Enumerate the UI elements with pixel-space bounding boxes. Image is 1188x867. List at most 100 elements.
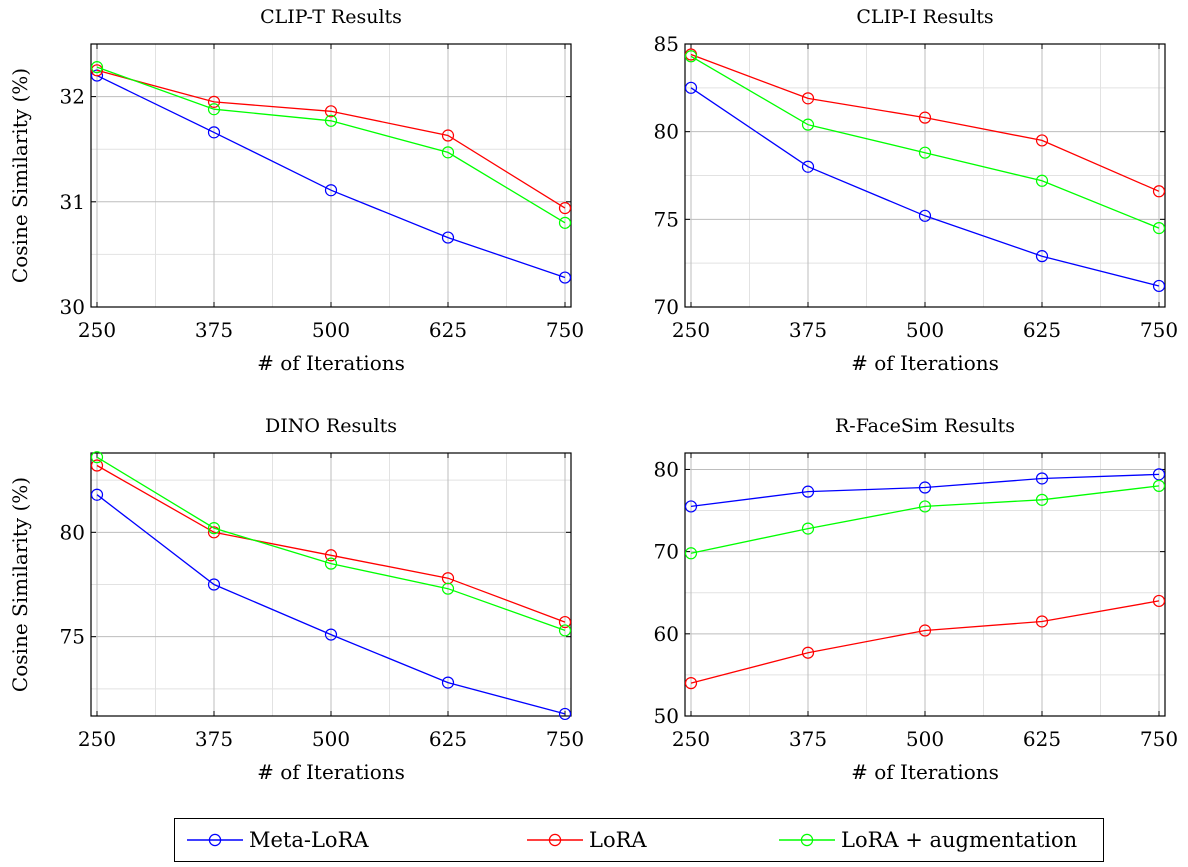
x-tick-label: 625 [1023,727,1061,751]
y-axis-label: Cosine Similarity (%) [8,68,32,283]
data-point [441,129,455,142]
y-tick-label: 75 [60,625,85,649]
x-tick-label: 625 [429,318,467,342]
x-axis-label: # of Iterations [851,351,999,375]
data-point [558,216,572,229]
x-axis-label: # of Iterations [257,760,405,784]
data-point [801,118,815,131]
y-tick-label: 80 [654,457,679,481]
x-tick-label: 500 [312,318,350,342]
data-point [1152,479,1166,492]
series-line-lora [690,53,1160,192]
x-tick-label: 375 [195,318,233,342]
series-lora [90,459,572,629]
series-lora-augmentation [90,61,572,229]
series-lora [90,64,572,215]
data-point [90,61,104,74]
x-tick-label: 750 [1140,318,1178,342]
data-point [324,628,338,641]
data-point [207,103,221,116]
data-point [90,64,104,77]
series-line-lora [96,69,566,209]
y-tick-label: 60 [654,622,679,646]
series-meta-lora [90,488,572,721]
data-point [918,209,932,222]
data-point [207,578,221,591]
data-point [918,111,932,124]
data-point [90,488,104,501]
data-point [558,202,572,215]
series-lora-augmentation [684,479,1166,560]
legend-marker-meta-lora [187,833,243,847]
chart-title: R-FaceSim Results [835,415,1015,437]
series-line-meta-lora [96,75,566,279]
x-axis-label: # of Iterations [851,760,999,784]
data-point [324,114,338,127]
series-line-meta-lora [96,494,566,715]
series-lora-augmentation [684,50,1166,235]
series-line-lora [96,464,566,623]
y-tick-label: 31 [60,190,85,214]
y-tick-label: 32 [60,85,85,109]
data-point [1035,134,1049,147]
x-tick-label: 750 [1140,727,1178,751]
chart-r-facesim-results: 50 60 70 80 250 375 500 625 750 R-FaceSim Results… [654,415,1179,784]
data-point [1035,472,1049,485]
series-line-lora [690,600,1160,684]
x-tick-label: 500 [312,727,350,751]
y-tick-label: 30 [60,295,85,319]
legend-marker-lora [527,833,583,847]
x-axis-label: # of Iterations [257,351,405,375]
data-point [441,582,455,595]
y-tick-label: 70 [654,540,679,564]
data-point [441,676,455,689]
data-point [324,549,338,562]
y-tick-label: 75 [654,207,679,231]
legend-marker-lora-augmentation [779,833,835,847]
data-point [324,184,338,197]
x-tick-label: 500 [906,727,944,751]
data-point [1152,185,1166,198]
x-tick-label: 625 [429,727,467,751]
x-tick-label: 250 [78,727,116,751]
data-point [801,646,815,659]
x-tick-label: 500 [906,318,944,342]
x-tick-label: 750 [546,727,584,751]
chart-dino-results: 75 80 250 375 500 625 750 DINO Results # of Iter… [8,415,584,784]
series-line-meta-lora [690,87,1160,287]
y-tick-label: 80 [654,120,679,144]
data-point [918,146,932,159]
data-point [801,160,815,173]
series-lora [684,594,1166,690]
x-tick-label: 250 [672,727,710,751]
data-point [558,624,572,637]
data-point [1035,493,1049,506]
series-line-lora-augmentation [690,55,1160,229]
legend-item-meta-lora: Meta-LoRA [187,819,369,861]
x-tick-label: 375 [195,727,233,751]
chart-clip-t-results: 30 31 32 250 375 500 625 750 CLIP-T Results # of … [8,6,584,375]
series-meta-lora [684,468,1166,513]
y-tick-label: 50 [654,704,679,728]
data-point [207,126,221,139]
data-point [684,81,698,94]
series-line-lora-augmentation [96,66,566,224]
data-point [324,557,338,570]
data-point [441,231,455,244]
x-tick-label: 750 [546,318,584,342]
data-point [207,522,221,535]
data-point [90,69,104,82]
legend-label-lora: LoRA [589,828,647,852]
data-point [558,615,572,629]
legend-label-meta-lora: Meta-LoRA [249,828,369,852]
data-point [558,271,572,284]
x-tick-label: 250 [672,318,710,342]
y-tick-label: 80 [60,520,85,544]
data-point [1152,594,1166,608]
data-point [1152,222,1166,235]
series-line-lora-augmentation [690,485,1160,554]
series-line-meta-lora [690,473,1160,508]
data-point [1035,250,1049,263]
y-axis-label: Cosine Similarity (%) [8,477,32,692]
legend-item-lora-augmentation: LoRA + augmentation [779,819,1077,861]
